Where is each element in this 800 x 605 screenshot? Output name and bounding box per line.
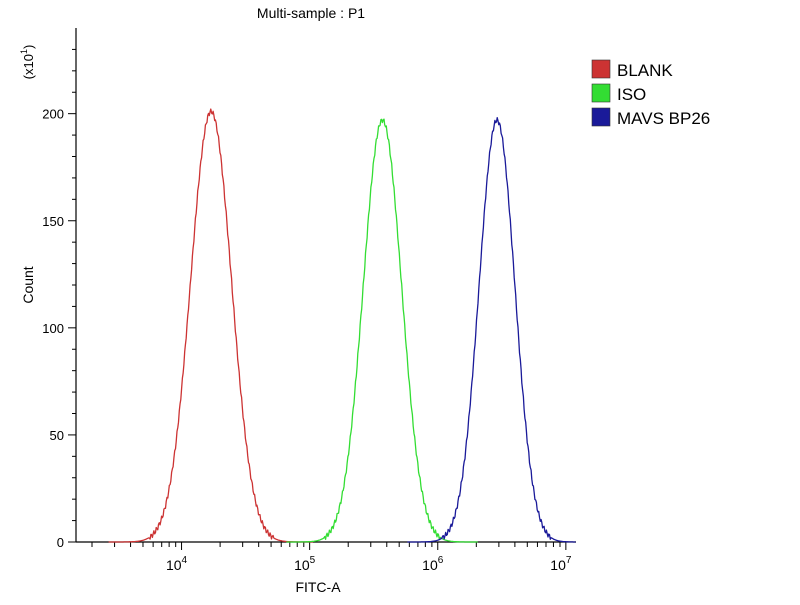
x-tick-label: 104 (166, 555, 188, 573)
y-multiplier-exp: 1 (19, 49, 29, 54)
y-multiplier-prefix: (x10 (21, 54, 36, 79)
y-tick-label: 150 (42, 214, 64, 229)
x-tick-exponent: 7 (566, 555, 572, 566)
traces (108, 108, 576, 543)
chart-title: Multi-sample : P1 (257, 5, 365, 21)
x-tick-exponent: 4 (182, 555, 188, 566)
x-tick-base: 10 (166, 557, 182, 573)
y-axis-multiplier: (x101) (19, 45, 36, 80)
x-tick-label: 107 (550, 555, 572, 573)
x-tick-base: 10 (550, 557, 566, 573)
x-tick-label: 105 (294, 555, 316, 573)
legend: BLANK ISO MAVS BP26 (591, 59, 710, 128)
trace-blank (108, 108, 313, 543)
x-tick-exponent: 6 (438, 555, 444, 566)
y-tick-label: 50 (50, 428, 64, 443)
y-multiplier-suffix: ) (21, 45, 36, 49)
legend-label: ISO (617, 85, 646, 104)
legend-swatch (591, 83, 611, 103)
legend-label: BLANK (617, 61, 673, 80)
legend-swatch (591, 59, 611, 79)
x-tick-base: 10 (294, 557, 310, 573)
y-ticks: 0 50 100 150 200 (42, 48, 76, 550)
legend-swatch (591, 107, 611, 127)
plot-axes (75, 28, 576, 543)
trace-mavs-bp26 (407, 117, 576, 543)
y-tick-label: 100 (42, 321, 64, 336)
x-tick-exponent: 5 (310, 555, 316, 566)
x-tick-base: 10 (422, 557, 438, 573)
trace-iso (286, 118, 478, 543)
x-ticks: 104 105 106 107 (91, 542, 572, 573)
x-tick-label: 106 (422, 555, 444, 573)
y-tick-label: 200 (42, 107, 64, 122)
x-axis-label: FITC-A (295, 579, 341, 595)
y-axis-label: Count (20, 266, 36, 303)
legend-label: MAVS BP26 (617, 109, 710, 128)
y-tick-label: 0 (57, 535, 64, 550)
